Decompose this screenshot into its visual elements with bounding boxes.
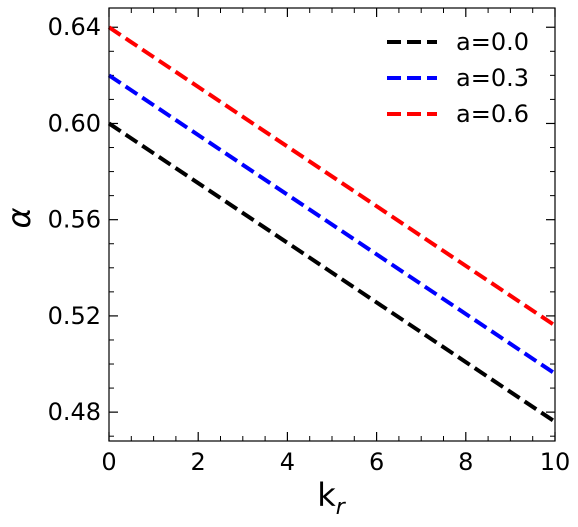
- legend-label: a=0.3: [456, 64, 529, 92]
- x-tick-label: 0: [101, 448, 116, 476]
- y-axis-label: α: [0, 207, 38, 228]
- x-tick-label: 6: [369, 448, 384, 476]
- series-line-a-0-6: [107, 25, 557, 328]
- y-tick-label: 0.52: [48, 302, 101, 330]
- x-tick-label: 2: [191, 448, 206, 476]
- x-axis-label-subscript: r: [336, 495, 347, 520]
- y-tick-label: 0.60: [48, 109, 101, 137]
- y-tick-label: 0.48: [48, 398, 101, 426]
- series-line-a-0-3: [107, 73, 557, 376]
- x-tick-label: 4: [280, 448, 295, 476]
- x-axis-label: kr: [317, 476, 347, 520]
- legend: a=0.0 a=0.3 a=0.6: [387, 28, 529, 128]
- legend-label: a=0.0: [456, 28, 529, 56]
- series-line-a-0-0: [107, 121, 557, 424]
- series-lines: [107, 25, 557, 424]
- x-tick-label: 10: [540, 448, 571, 476]
- tick-labels: 0 2 4 6 8 10 0.48 0.52 0.56 0.60 0.64: [48, 13, 571, 476]
- y-tick-label: 0.64: [48, 13, 101, 41]
- plot-frame: [108, 7, 556, 442]
- x-tick-label: 8: [458, 448, 473, 476]
- x-axis-label-main: k: [317, 476, 336, 514]
- y-tick-label: 0.56: [48, 206, 101, 234]
- legend-label: a=0.6: [456, 100, 529, 128]
